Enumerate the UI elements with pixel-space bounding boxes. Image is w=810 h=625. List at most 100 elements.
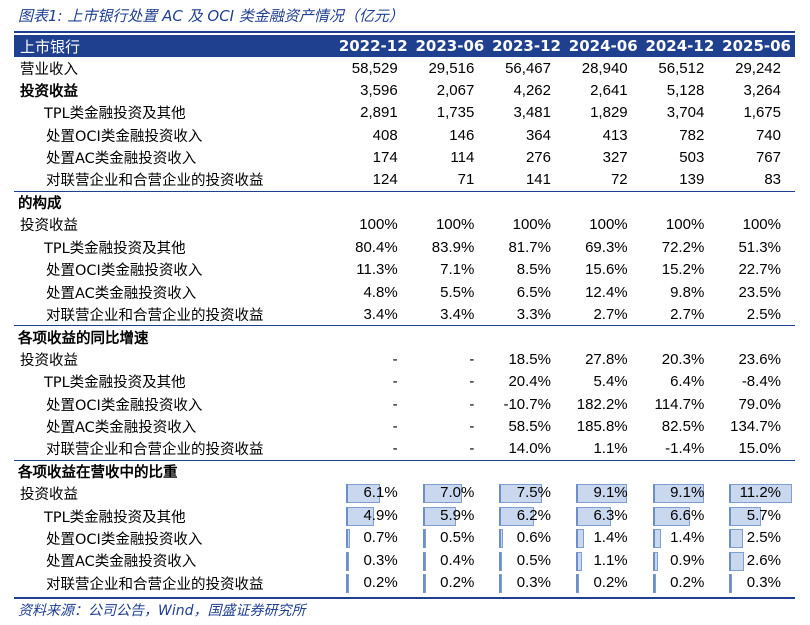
- data-bar: [499, 529, 503, 549]
- bar-cell: 0.5%: [488, 550, 565, 572]
- cell-value: -: [469, 395, 475, 413]
- section-header-row: 各项收益在营收中的比重: [14, 459, 795, 483]
- section-title: 各项收益在营收中的比重: [14, 459, 336, 483]
- cell-value: 7.1%: [440, 261, 475, 279]
- bottom-rule: [14, 597, 795, 599]
- table-row: 处置AC类金融投资收入 174 114 276 327 503 767: [14, 147, 795, 169]
- cell-value: 6.5%: [516, 283, 551, 301]
- table-row: 处置AC类金融投资收入 - - 58.5% 185.8% 82.5% 134.7%: [14, 415, 795, 437]
- cell-value: 11.3%: [356, 261, 398, 279]
- cell-value: -1.4%: [665, 440, 705, 458]
- row-label: 处置AC类金融投资收入: [46, 151, 197, 168]
- cell-value: 0.9%: [670, 551, 705, 569]
- table-row: 投资收益 - - 18.5% 27.8% 20.3% 23.6%: [14, 348, 795, 370]
- cell-value: -: [469, 417, 475, 435]
- data-bar: [729, 484, 793, 504]
- section-header-cell: [564, 459, 642, 483]
- data-bar: [422, 573, 426, 593]
- cell-value: -: [469, 440, 475, 458]
- cell-value: 83.9%: [431, 238, 475, 256]
- section-header-cell: [641, 459, 719, 483]
- cell-value: 0.5%: [516, 551, 551, 569]
- table-row: 投资收益 6.1% 7.0% 7.5% 9.1% 9.1% 11.2%: [14, 482, 795, 504]
- cell-value: 114.7%: [654, 395, 705, 413]
- cell-value: 5.5%: [440, 283, 475, 301]
- data-bar: [652, 551, 658, 571]
- row-label: TPL类金融投资及其他: [44, 509, 186, 526]
- section-header-cell: [411, 325, 489, 349]
- section-header-cell: [411, 190, 489, 214]
- cell-value: 3,264: [743, 82, 781, 100]
- header-label: 上市银行: [14, 35, 336, 57]
- cell-value: 5.4%: [593, 373, 628, 391]
- data-bar: [499, 573, 503, 593]
- row-label: 投资收益: [20, 352, 78, 369]
- cell-value: 51.3%: [738, 238, 781, 256]
- cell-value: 9.8%: [670, 283, 705, 301]
- data-bar: [575, 529, 584, 549]
- cell-value: 7.0%: [440, 484, 475, 502]
- cell-value: 9.1%: [670, 484, 705, 502]
- bar-cell: 1.4%: [565, 527, 642, 549]
- cell-value: 276: [525, 149, 551, 167]
- cell-value: 2.5%: [746, 529, 781, 547]
- cell-value: 15.6%: [585, 261, 628, 279]
- cell-value: 29,516: [428, 59, 475, 77]
- cell-value: 23.5%: [738, 283, 781, 301]
- cell-value: 5.9%: [440, 506, 475, 524]
- section-header-cell: [488, 325, 565, 349]
- data-bar: [422, 529, 426, 549]
- section-header-row: 的构成: [14, 190, 795, 214]
- data-bar: [652, 506, 690, 526]
- data-bar: [499, 484, 542, 504]
- cell-value: 69.3%: [585, 238, 628, 256]
- cell-value: 100%: [742, 216, 781, 234]
- cell-value: 1.1%: [593, 440, 628, 458]
- cell-value: 0.2%: [670, 573, 705, 591]
- table-row: TPL类金融投资及其他 2,891 1,735 3,481 1,829 3,704 1,67…: [14, 102, 795, 124]
- cell-value: 29,242: [735, 59, 781, 77]
- row-label: 处置AC类金融投资收入: [46, 554, 197, 571]
- data-bar: [575, 484, 628, 504]
- cell-value: 139: [679, 171, 705, 189]
- section-header-row: 各项收益的同比增速: [14, 325, 795, 349]
- row-label: 投资收益: [20, 487, 78, 504]
- cell-value: 782: [679, 126, 705, 144]
- data-bar: [652, 529, 661, 549]
- section-header-cell: [411, 459, 489, 483]
- cell-value: 3.3%: [516, 305, 551, 323]
- cell-value: 124: [372, 171, 398, 189]
- cell-value: -: [392, 350, 398, 368]
- section-header-cell: [641, 325, 719, 349]
- table-row: 处置AC类金融投资收入 4.8% 5.5% 6.5% 12.4% 9.8% 23.5%: [14, 281, 795, 303]
- cell-value: 8.5%: [516, 261, 551, 279]
- data-bar: [575, 573, 579, 593]
- cell-value: 3,596: [360, 82, 398, 100]
- cell-value: 82.5%: [661, 417, 705, 435]
- cell-value: -: [392, 440, 398, 458]
- cell-value: 2.7%: [670, 305, 705, 323]
- bar-cell: 5.7%: [718, 505, 795, 527]
- section-header-cell: [718, 190, 795, 214]
- data-bar: [575, 551, 583, 571]
- data-bar: [652, 484, 704, 504]
- table-row: TPL类金融投资及其他 80.4% 83.9% 81.7% 69.3% 72.2% 51.3…: [14, 236, 795, 258]
- cell-value: 72.2%: [661, 238, 705, 256]
- cell-value: 0.6%: [516, 529, 551, 547]
- row-label: 处置OCI类金融投资收入: [46, 531, 203, 548]
- cell-value: 100%: [665, 216, 705, 234]
- section-title: 各项收益的同比增速: [14, 325, 336, 349]
- cell-value: 182.2%: [576, 395, 628, 413]
- bar-cell: 6.1%: [335, 482, 412, 504]
- cell-value: 0.2%: [440, 573, 475, 591]
- table-row: 处置AC类金融投资收入 0.3% 0.4% 0.5% 1.1% 0.9% 2.6%: [14, 550, 795, 572]
- bar-cell: 0.6%: [488, 527, 565, 549]
- section-header-cell: [564, 190, 642, 214]
- cell-value: 27.8%: [585, 350, 628, 368]
- cell-value: 0.3%: [746, 573, 781, 591]
- bar-cell: 6.3%: [565, 505, 642, 527]
- cell-value: 2.7%: [593, 305, 628, 323]
- bar-cell: 1.1%: [565, 550, 642, 572]
- bar-cell: 6.2%: [488, 505, 565, 527]
- cell-value: 58,529: [351, 59, 398, 77]
